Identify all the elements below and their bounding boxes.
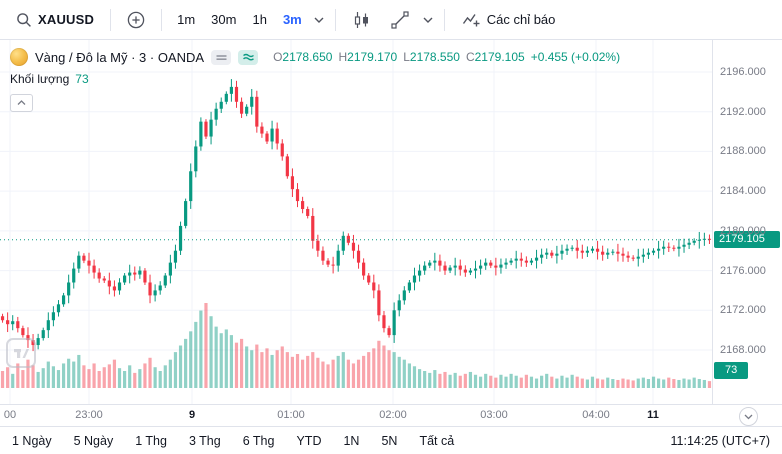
volume-legend-row: Khối lượng 73 xyxy=(10,72,620,86)
price-axis[interactable]: 2179.105 73 2196.000 2192.000 2188.000 2184… xyxy=(712,40,782,404)
chevron-down-icon xyxy=(314,17,324,23)
last-price-badge: 2179.105 xyxy=(714,231,780,248)
gold-symbol-logo xyxy=(10,48,28,66)
range-button-all[interactable]: Tất cả xyxy=(419,433,455,448)
price-chart[interactable]: Vàng / Đô la Mỹ · 3 · OANDA O2178.650 H2… xyxy=(0,40,712,404)
symbol-legend: Vàng / Đô la Mỹ · 3 · OANDA O2178.650 H2… xyxy=(10,48,620,112)
price-tick-label: 2192.000 xyxy=(720,106,766,118)
toolbar-divider xyxy=(110,8,112,31)
toolbar-divider xyxy=(334,8,336,31)
range-button-1-year[interactable]: 1N xyxy=(343,433,360,448)
indicators-button[interactable]: Các chỉ báo xyxy=(453,6,564,34)
candlestick-series xyxy=(0,79,712,352)
time-tick-label: 01:00 xyxy=(277,409,305,421)
interval-menu-button[interactable] xyxy=(311,6,327,34)
open-value: 2178.650 xyxy=(282,50,333,64)
volume-value: 73 xyxy=(75,72,89,86)
axis-settings-button[interactable] xyxy=(739,407,758,426)
close-label: C xyxy=(465,50,475,64)
range-button-6-months[interactable]: 6 Thg xyxy=(242,433,275,448)
change-value: +0.455 (+0.02%) xyxy=(530,50,621,64)
low-value: 2178.550 xyxy=(409,50,460,64)
time-tick-label: 00 xyxy=(3,409,17,421)
candlestick-icon xyxy=(352,10,372,30)
time-axis[interactable]: 00 23:00 9 01:00 02:00 03:00 04:00 11 xyxy=(0,404,782,426)
price-tick-label: 2176.000 xyxy=(720,265,766,277)
volume-label: Khối lượng xyxy=(10,72,70,86)
legend-settings-button[interactable] xyxy=(238,49,259,65)
compare-add-button[interactable] xyxy=(119,6,153,34)
chart-style-button[interactable] xyxy=(344,6,380,34)
volume-series xyxy=(0,303,712,388)
indicators-label: Các chỉ báo xyxy=(486,12,556,27)
date-tick-label: 9 xyxy=(188,409,196,421)
range-button-5-days[interactable]: 5 Ngày xyxy=(73,433,114,448)
collapse-legend-button[interactable] xyxy=(10,94,33,112)
interval-button-1m[interactable]: 1m xyxy=(177,12,196,27)
tradingview-logo xyxy=(6,338,36,368)
chart-canvas[interactable] xyxy=(0,40,712,404)
interval-button-3m[interactable]: 3m xyxy=(282,12,302,27)
range-button-3-months[interactable]: 3 Thg xyxy=(188,433,221,448)
grid-lines xyxy=(0,40,712,404)
symbol-search-button[interactable]: XAUUSD xyxy=(8,6,102,34)
price-tick-label: 2172.000 xyxy=(720,304,766,316)
price-tick-label: 2168.000 xyxy=(720,344,766,356)
range-button-5-years[interactable]: 5N xyxy=(381,433,398,448)
symbol-name: XAUUSD xyxy=(38,12,95,27)
price-tick-label: 2180.000 xyxy=(720,225,766,237)
high-value: 2179.170 xyxy=(347,50,398,64)
high-label: H xyxy=(338,50,348,64)
price-tick-label: 2188.000 xyxy=(720,145,766,157)
range-button-ytd[interactable]: YTD xyxy=(296,433,322,448)
volume-badge: 73 xyxy=(714,362,749,379)
trend-line-icon xyxy=(390,10,410,30)
legend-visibility-button[interactable] xyxy=(211,49,232,65)
indicators-icon xyxy=(461,10,481,30)
date-tick-label: 11 xyxy=(647,409,659,421)
timezone-button[interactable]: 11:14:25 (UTC+7) xyxy=(670,433,770,448)
time-tick-label: 04:00 xyxy=(582,409,610,421)
toolbar-divider xyxy=(161,8,163,31)
chevron-down-icon xyxy=(423,17,433,23)
line-tools-button[interactable] xyxy=(382,6,418,34)
time-tick-label: 23:00 xyxy=(75,409,103,421)
interval-button-30m[interactable]: 30m xyxy=(211,12,237,27)
open-label: O xyxy=(273,50,283,64)
price-tick-label: 2196.000 xyxy=(720,66,766,78)
range-toolbar: 1 Ngày 5 Ngày 1 Thg 3 Thg 6 Thg YTD 1N 5… xyxy=(0,426,782,454)
style-menu-button[interactable] xyxy=(420,6,436,34)
chevron-down-icon xyxy=(744,414,753,420)
time-tick-label: 02:00 xyxy=(379,409,407,421)
toolbar-divider xyxy=(443,8,445,31)
chevron-up-icon xyxy=(17,100,26,106)
chart-pane: Vàng / Đô la Mỹ · 3 · OANDA O2178.650 H2… xyxy=(0,40,782,404)
interval-button-1h[interactable]: 1h xyxy=(252,12,267,27)
low-label: L xyxy=(403,50,410,64)
search-icon xyxy=(16,12,32,28)
close-value: 2179.105 xyxy=(474,50,525,64)
ohlc-values: O2178.650 H2179.170 L2178.550 C2179.105 … xyxy=(273,50,620,64)
range-button-1-day[interactable]: 1 Ngày xyxy=(12,433,52,448)
range-button-1-month[interactable]: 1 Thg xyxy=(135,433,167,448)
price-tick-label: 2184.000 xyxy=(720,185,766,197)
time-tick-label: 03:00 xyxy=(480,409,508,421)
plus-circle-icon xyxy=(127,11,145,29)
top-toolbar: XAUUSD 1m 30m 1h 3m xyxy=(0,0,782,40)
legend-symbol-title[interactable]: Vàng / Đô la Mỹ · 3 · OANDA xyxy=(35,49,205,65)
